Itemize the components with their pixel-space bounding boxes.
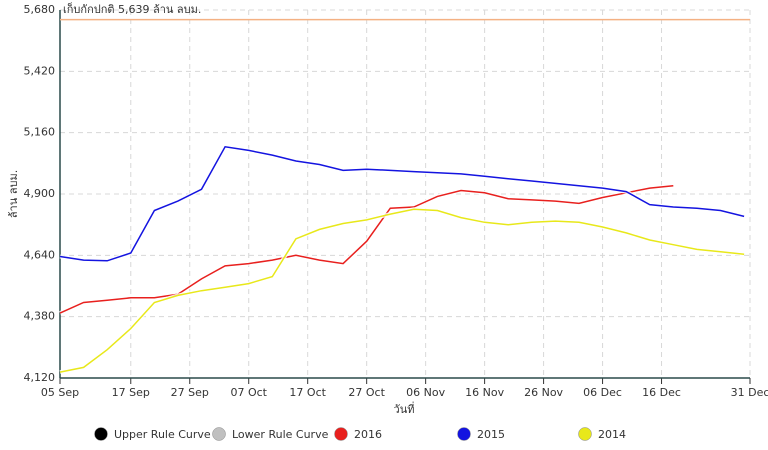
y-tick-label: 5,680 xyxy=(24,3,56,16)
series-line xyxy=(59,184,674,314)
x-tick-label: 07 Oct xyxy=(230,386,267,399)
y-tick-label: 5,160 xyxy=(24,126,56,139)
y-axis-label: ล้าน ลบม. xyxy=(7,170,20,218)
x-tick-label: 16 Nov xyxy=(465,386,504,399)
series-halo xyxy=(59,144,745,263)
x-axis-label: วันที่ xyxy=(394,401,415,416)
x-tick-label: 06 Dec xyxy=(583,386,622,399)
y-tick-label: 4,900 xyxy=(24,187,56,200)
x-tick-label: 31 Dec xyxy=(731,386,768,399)
y-tick-label: 4,120 xyxy=(24,371,56,384)
legend-label[interactable]: 2016 xyxy=(354,428,382,441)
legend-marker[interactable] xyxy=(94,427,108,441)
legend-label[interactable]: Lower Rule Curve xyxy=(232,428,329,441)
x-tick-label: 06 Nov xyxy=(406,386,445,399)
legend-label[interactable]: 2014 xyxy=(598,428,626,441)
x-tick-label: 05 Sep xyxy=(41,386,79,399)
x-tick-label: 27 Oct xyxy=(348,386,385,399)
y-tick-label: 4,640 xyxy=(24,248,56,261)
legend-label[interactable]: Upper Rule Curve xyxy=(114,428,211,441)
series-line xyxy=(59,208,745,373)
x-tick-label: 16 Dec xyxy=(642,386,681,399)
x-tick-label: 26 Nov xyxy=(524,386,563,399)
y-tick-label: 5,420 xyxy=(24,64,56,77)
legend-label[interactable]: 2015 xyxy=(477,428,505,441)
x-tick-label: 17 Oct xyxy=(289,386,326,399)
series-line xyxy=(59,145,745,262)
x-tick-label: 17 Sep xyxy=(112,386,150,399)
legend-marker[interactable] xyxy=(457,427,471,441)
legend-marker[interactable] xyxy=(212,427,226,441)
legend-marker[interactable] xyxy=(334,427,348,441)
legend-marker[interactable] xyxy=(578,427,592,441)
x-tick-label: 27 Sep xyxy=(171,386,209,399)
capacity-label: เก็บกักปกติ 5,639 ล้าน ลบม. xyxy=(63,2,201,16)
series-halo xyxy=(59,207,745,375)
y-tick-label: 4,380 xyxy=(24,310,56,323)
